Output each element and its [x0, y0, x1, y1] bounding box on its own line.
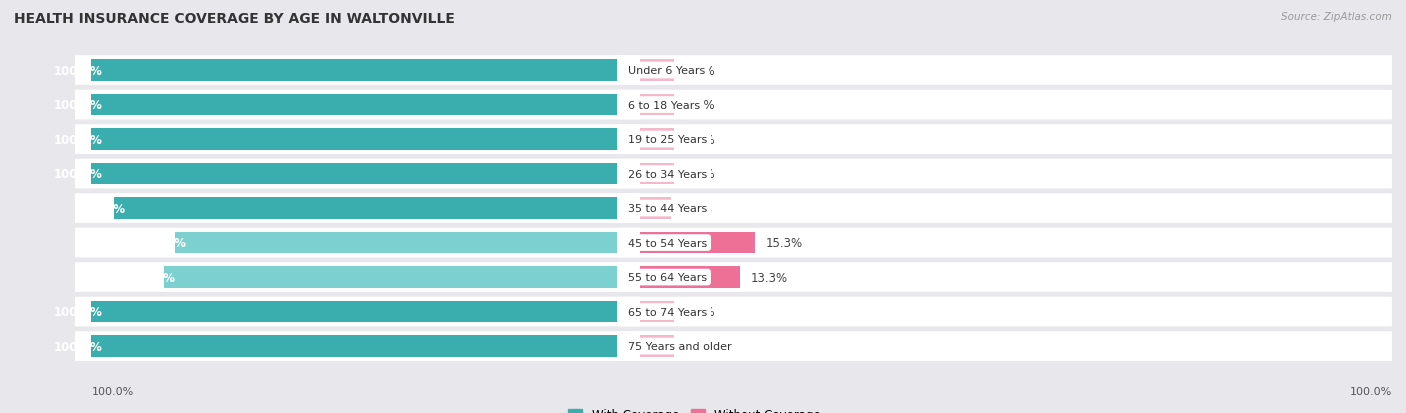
Bar [91, 335, 640, 357]
Bar [640, 60, 673, 82]
Text: 13.3%: 13.3% [751, 271, 789, 284]
FancyBboxPatch shape [75, 297, 640, 327]
FancyBboxPatch shape [75, 228, 640, 258]
Bar [114, 198, 640, 219]
Bar [640, 198, 671, 219]
Text: 0.0%: 0.0% [685, 64, 714, 77]
FancyBboxPatch shape [75, 56, 640, 86]
Text: 19 to 25 Years: 19 to 25 Years [628, 135, 707, 145]
FancyBboxPatch shape [617, 228, 1392, 258]
FancyBboxPatch shape [75, 159, 640, 189]
Bar [640, 267, 740, 288]
Text: 100.0%: 100.0% [53, 168, 103, 180]
Text: 100.0%: 100.0% [53, 133, 103, 146]
Bar [91, 164, 640, 185]
FancyBboxPatch shape [617, 90, 1392, 120]
Text: 55 to 64 Years: 55 to 64 Years [628, 273, 707, 282]
Bar [640, 232, 755, 254]
Text: 100.0%: 100.0% [53, 340, 103, 353]
Text: 95.8%: 95.8% [84, 202, 125, 215]
Bar [640, 164, 673, 185]
Text: 100.0%: 100.0% [91, 387, 134, 396]
Text: HEALTH INSURANCE COVERAGE BY AGE IN WALTONVILLE: HEALTH INSURANCE COVERAGE BY AGE IN WALT… [14, 12, 456, 26]
Bar [640, 335, 673, 357]
FancyBboxPatch shape [617, 159, 1392, 189]
Text: 100.0%: 100.0% [1350, 387, 1392, 396]
Bar [91, 129, 640, 150]
FancyBboxPatch shape [75, 90, 640, 120]
Bar [640, 129, 673, 150]
Bar [91, 301, 640, 323]
Text: 4.2%: 4.2% [682, 202, 713, 215]
Bar [176, 232, 640, 254]
Bar [640, 95, 673, 116]
FancyBboxPatch shape [617, 125, 1392, 154]
Text: 75 Years and older: 75 Years and older [628, 341, 733, 351]
FancyBboxPatch shape [617, 297, 1392, 327]
Text: Source: ZipAtlas.com: Source: ZipAtlas.com [1281, 12, 1392, 22]
Bar [91, 60, 640, 82]
Bar [91, 95, 640, 116]
Text: 0.0%: 0.0% [685, 340, 714, 353]
Legend: With Coverage, Without Coverage: With Coverage, Without Coverage [564, 404, 825, 413]
Text: 0.0%: 0.0% [685, 133, 714, 146]
FancyBboxPatch shape [617, 263, 1392, 292]
Text: 86.7%: 86.7% [135, 271, 176, 284]
Text: 0.0%: 0.0% [685, 305, 714, 318]
FancyBboxPatch shape [75, 263, 640, 292]
Text: 26 to 34 Years: 26 to 34 Years [628, 169, 707, 179]
Bar [640, 301, 673, 323]
Text: 0.0%: 0.0% [685, 168, 714, 180]
Text: 100.0%: 100.0% [53, 64, 103, 77]
Text: 45 to 54 Years: 45 to 54 Years [628, 238, 707, 248]
Text: 0.0%: 0.0% [685, 99, 714, 112]
FancyBboxPatch shape [617, 56, 1392, 86]
Text: 65 to 74 Years: 65 to 74 Years [628, 307, 707, 317]
FancyBboxPatch shape [75, 331, 640, 361]
FancyBboxPatch shape [75, 125, 640, 154]
Text: Under 6 Years: Under 6 Years [628, 66, 706, 76]
Text: 6 to 18 Years: 6 to 18 Years [628, 100, 700, 110]
Bar [165, 267, 640, 288]
Text: 100.0%: 100.0% [53, 99, 103, 112]
Text: 15.3%: 15.3% [766, 237, 803, 249]
FancyBboxPatch shape [75, 194, 640, 223]
Text: 100.0%: 100.0% [53, 305, 103, 318]
FancyBboxPatch shape [617, 194, 1392, 223]
Text: 84.7%: 84.7% [145, 237, 186, 249]
FancyBboxPatch shape [617, 331, 1392, 361]
Text: 35 to 44 Years: 35 to 44 Years [628, 204, 707, 214]
